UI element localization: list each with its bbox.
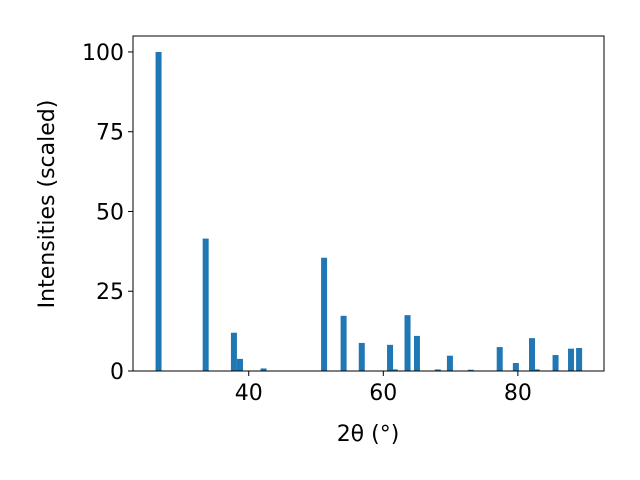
x-tick-label: 80	[504, 381, 532, 406]
plot-frame	[132, 35, 605, 372]
bar	[404, 315, 411, 371]
bar	[260, 368, 267, 371]
bar	[467, 369, 474, 371]
x-tick-label: 60	[369, 381, 397, 406]
bar	[358, 342, 365, 371]
y-tick-label: 100	[82, 41, 124, 66]
y-axis-label: Intensities (scaled)	[35, 100, 60, 309]
y-tick-label: 50	[96, 200, 124, 225]
bar	[321, 257, 328, 371]
bar	[529, 338, 536, 371]
bar	[446, 355, 453, 371]
bar	[230, 332, 237, 371]
bar	[533, 369, 540, 371]
bar	[340, 315, 347, 371]
bar	[512, 363, 519, 371]
bar	[236, 358, 243, 371]
bar	[552, 355, 559, 371]
x-axis-label: 2θ (°)	[337, 422, 400, 447]
y-tick-label: 75	[96, 121, 124, 146]
bar	[568, 348, 575, 371]
bar	[576, 348, 583, 371]
y-tick-label: 0	[110, 360, 124, 385]
bar	[434, 369, 441, 371]
bar	[202, 238, 209, 371]
bar	[155, 51, 162, 371]
bar	[413, 335, 420, 371]
bar	[496, 347, 503, 371]
bar	[387, 344, 394, 371]
x-tick-label: 40	[235, 381, 263, 406]
y-tick-label: 25	[96, 280, 124, 305]
bar	[391, 369, 398, 371]
